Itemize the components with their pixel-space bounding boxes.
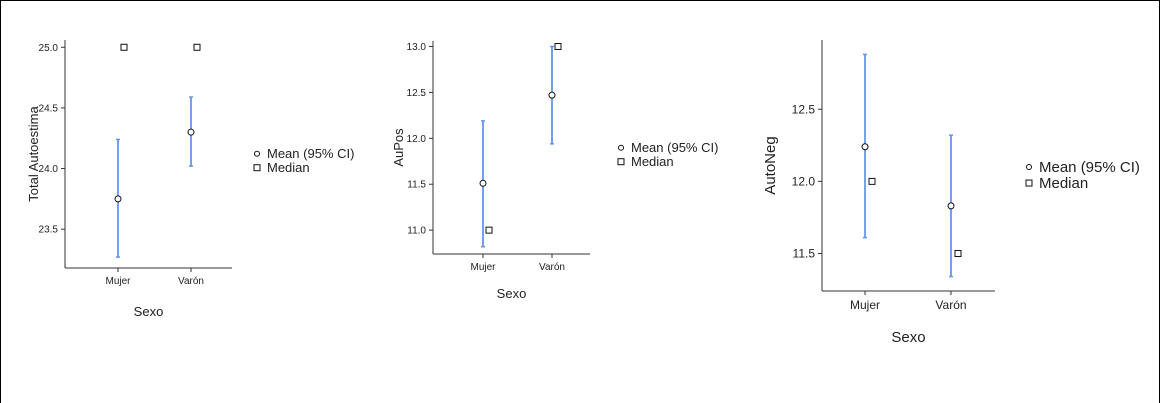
mean-point bbox=[187, 128, 195, 136]
y-tick-label: 12.5 bbox=[407, 88, 427, 99]
y-tick-label: 11.0 bbox=[407, 226, 426, 237]
legend-median-label: Median bbox=[631, 154, 674, 169]
legend-median-symbol bbox=[617, 158, 625, 166]
y-axis-label: AuPos bbox=[391, 128, 406, 167]
y-axis-label: AutoNeg bbox=[762, 136, 779, 194]
x-axis-label: Sexo bbox=[497, 286, 527, 301]
y-tick-label: 12.5 bbox=[792, 102, 816, 116]
x-tick-label: Varón bbox=[539, 262, 565, 273]
legend-median-symbol bbox=[1025, 179, 1033, 187]
x-tick-label: Varón bbox=[935, 298, 966, 312]
y-tick-label: 25.0 bbox=[39, 43, 59, 54]
chart-aupos: 11.0 11.5 12.0 12.5 13.0 Mujer Varón AuPos Sexo M… bbox=[391, 41, 718, 301]
y-tick-label: 12.0 bbox=[792, 175, 816, 189]
median-point bbox=[120, 43, 128, 51]
mean-point bbox=[114, 195, 122, 203]
chart-autoneg: 11.5 12.0 12.5 Mujer Varón AutoNeg Sexo Mean (9… bbox=[762, 40, 1140, 346]
y-tick-label: 23.5 bbox=[39, 225, 59, 236]
legend-median-label: Median bbox=[267, 160, 310, 175]
y-tick-label: 24.5 bbox=[39, 103, 59, 114]
mean-point bbox=[548, 91, 556, 99]
mean-point bbox=[947, 202, 955, 210]
x-tick-label: Mujer bbox=[105, 276, 131, 287]
x-axis-label: Sexo bbox=[891, 329, 925, 346]
legend-mean-symbol bbox=[1026, 164, 1032, 171]
x-tick-label: Mujer bbox=[850, 298, 880, 312]
legend-mean-label: Mean (95% CI) bbox=[1039, 159, 1140, 176]
y-tick-label: 24.0 bbox=[39, 164, 59, 175]
median-point bbox=[485, 226, 493, 234]
x-tick-label: Varón bbox=[178, 276, 204, 287]
legend-mean-symbol bbox=[254, 150, 260, 157]
mean-point bbox=[479, 179, 487, 187]
legend-median-symbol bbox=[253, 164, 261, 172]
y-axis-label: Total Autoestima bbox=[26, 106, 41, 202]
y-tick-label: 11.5 bbox=[407, 180, 426, 191]
mean-point bbox=[861, 143, 869, 151]
x-axis-label: Sexo bbox=[134, 304, 164, 319]
legend-mean-symbol bbox=[618, 144, 624, 151]
x-tick-label: Mujer bbox=[470, 262, 496, 273]
median-point bbox=[868, 177, 876, 185]
legend-median-label: Median bbox=[1039, 175, 1088, 192]
legend-mean-label: Mean (95% CI) bbox=[631, 140, 718, 155]
y-tick-label: 13.0 bbox=[407, 42, 427, 53]
y-tick-label: 12.0 bbox=[407, 134, 427, 145]
median-point bbox=[954, 249, 962, 257]
median-point bbox=[193, 43, 201, 51]
y-tick-label: 11.5 bbox=[793, 247, 816, 261]
chart-total-autoestima: 23.5 24.0 24.5 25.0 Mujer Varón Total Autoesti… bbox=[26, 40, 354, 319]
median-point bbox=[554, 43, 562, 51]
legend-mean-label: Mean (95% CI) bbox=[267, 146, 354, 161]
